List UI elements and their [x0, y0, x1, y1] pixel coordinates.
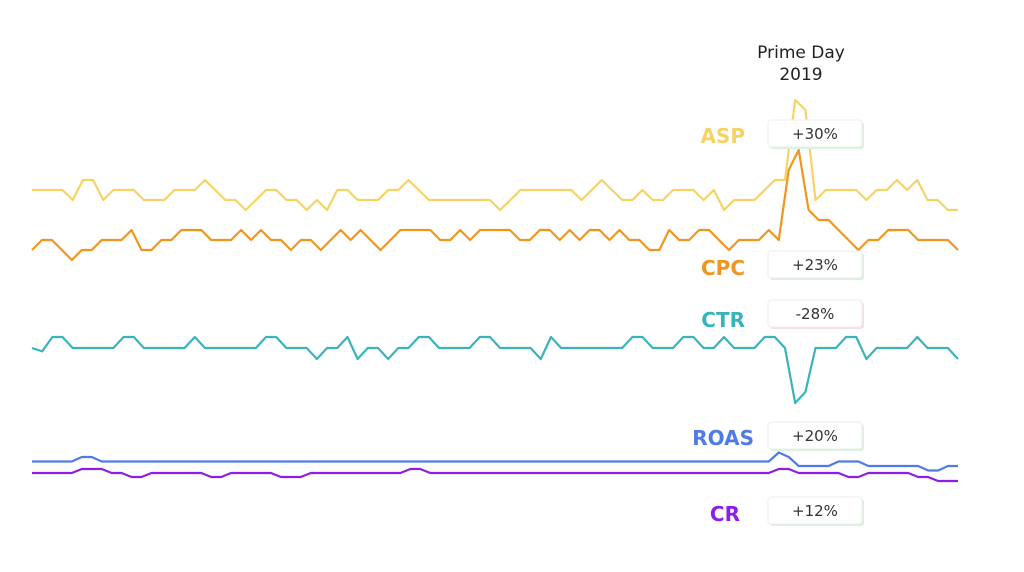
change-badge-roas: +20% [767, 421, 864, 451]
change-value-cr: +12% [792, 502, 838, 520]
series-labels: ASP +30% CPC +23% CTR -28% ROAS +20% CR +12% [692, 119, 864, 526]
change-badge-cr: +12% [767, 496, 864, 526]
series-line-cr [32, 467, 958, 483]
series-line-asp [32, 98, 958, 212]
annotation-line-1: Prime Day [757, 43, 845, 63]
series-line-cpc [31, 148, 959, 262]
series-line-roas [32, 451, 958, 472]
change-value-ctr: -28% [796, 305, 835, 323]
series-label-cr: CR [710, 502, 740, 526]
change-value-asp: +30% [792, 125, 838, 143]
series-label-asp: ASP [700, 124, 745, 148]
series-label-roas: ROAS [692, 426, 754, 450]
change-badge-asp: +30% [767, 119, 864, 149]
series-line-ctr [31, 335, 959, 405]
prime-day-annotation: Prime Day 2019 [757, 43, 845, 85]
change-badge-ctr: -28% [767, 299, 864, 329]
series-label-ctr: CTR [701, 308, 745, 332]
change-value-roas: +20% [792, 427, 838, 445]
annotation-line-2: 2019 [779, 65, 822, 85]
change-badge-cpc: +23% [767, 250, 864, 280]
series-label-cpc: CPC [701, 256, 745, 280]
series-lines [31, 98, 959, 483]
change-value-cpc: +23% [792, 256, 838, 274]
